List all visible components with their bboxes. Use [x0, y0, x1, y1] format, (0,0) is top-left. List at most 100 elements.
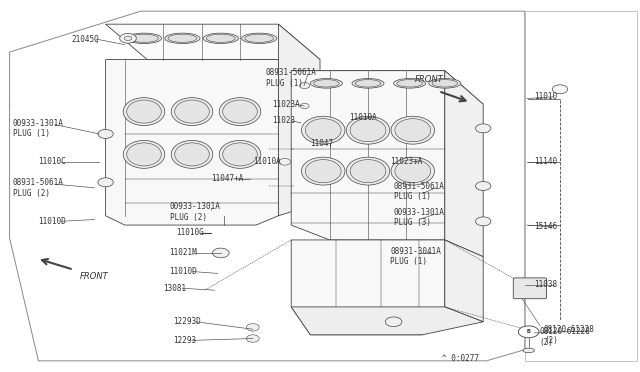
Circle shape — [385, 317, 402, 327]
Ellipse shape — [301, 116, 345, 144]
Ellipse shape — [432, 80, 458, 87]
Circle shape — [300, 83, 310, 89]
Text: 12293: 12293 — [173, 336, 196, 345]
Text: 11023+A: 11023+A — [390, 157, 423, 166]
Polygon shape — [291, 71, 445, 240]
Text: 11023: 11023 — [272, 116, 295, 125]
Ellipse shape — [391, 157, 435, 185]
Polygon shape — [445, 240, 483, 322]
Text: 15146: 15146 — [534, 222, 557, 231]
Text: B: B — [527, 329, 531, 334]
Text: 12293D: 12293D — [173, 317, 200, 326]
Ellipse shape — [127, 100, 161, 123]
Ellipse shape — [355, 80, 381, 87]
Polygon shape — [278, 24, 320, 216]
Ellipse shape — [429, 78, 461, 88]
Text: ^ 0:0277: ^ 0:0277 — [442, 354, 479, 363]
Ellipse shape — [305, 119, 341, 142]
Ellipse shape — [350, 119, 386, 142]
Text: 13081: 13081 — [163, 284, 186, 293]
Text: 11010D: 11010D — [170, 267, 197, 276]
Text: 08931-5061A
PLUG (1): 08931-5061A PLUG (1) — [266, 68, 316, 88]
Ellipse shape — [394, 78, 426, 88]
Ellipse shape — [395, 119, 431, 142]
Circle shape — [98, 178, 113, 187]
Ellipse shape — [245, 34, 274, 42]
Ellipse shape — [168, 34, 197, 42]
Ellipse shape — [223, 100, 257, 123]
Text: FRONT: FRONT — [80, 272, 109, 281]
Ellipse shape — [129, 34, 159, 42]
Ellipse shape — [305, 160, 341, 183]
Text: 08120-61228: 08120-61228 — [540, 327, 590, 336]
Text: 11010A: 11010A — [349, 113, 376, 122]
Circle shape — [518, 326, 539, 338]
Ellipse shape — [310, 78, 342, 88]
Circle shape — [246, 324, 259, 331]
Ellipse shape — [175, 143, 209, 166]
Circle shape — [476, 182, 491, 190]
Text: 00933-1301A
PLUG (3): 00933-1301A PLUG (3) — [394, 208, 444, 227]
Text: 08931-5061A
PLUG (1): 08931-5061A PLUG (1) — [394, 182, 444, 201]
Circle shape — [476, 124, 491, 133]
Text: 11010G: 11010G — [176, 228, 204, 237]
Polygon shape — [106, 60, 278, 225]
Ellipse shape — [346, 157, 390, 185]
Text: 00933-1301A
PLUG (1): 00933-1301A PLUG (1) — [13, 119, 63, 138]
Ellipse shape — [242, 33, 277, 44]
Circle shape — [279, 158, 291, 165]
Ellipse shape — [175, 100, 209, 123]
Ellipse shape — [350, 160, 386, 183]
Ellipse shape — [123, 98, 165, 126]
Ellipse shape — [523, 348, 534, 353]
Text: 11010A: 11010A — [253, 157, 280, 166]
Circle shape — [246, 335, 259, 342]
Circle shape — [212, 248, 229, 258]
Text: (2): (2) — [540, 339, 554, 347]
Text: 11140: 11140 — [534, 157, 557, 166]
Ellipse shape — [204, 33, 238, 44]
Ellipse shape — [314, 80, 339, 87]
Text: 11021M: 11021M — [170, 248, 197, 257]
Circle shape — [552, 85, 568, 94]
FancyBboxPatch shape — [513, 278, 547, 299]
Ellipse shape — [391, 116, 435, 144]
Polygon shape — [106, 24, 320, 60]
Ellipse shape — [395, 160, 431, 183]
Text: 08120-61228
(2): 08120-61228 (2) — [544, 325, 595, 344]
Polygon shape — [291, 240, 445, 335]
Text: 11010D: 11010D — [38, 217, 66, 226]
Text: 08931-3041A
PLUG (1): 08931-3041A PLUG (1) — [390, 247, 441, 266]
Text: FRONT: FRONT — [415, 75, 444, 84]
Ellipse shape — [165, 33, 200, 44]
Ellipse shape — [397, 80, 422, 87]
Ellipse shape — [206, 34, 236, 42]
Circle shape — [124, 36, 132, 41]
Text: 11010C: 11010C — [38, 157, 66, 166]
Circle shape — [476, 217, 491, 226]
Ellipse shape — [223, 143, 257, 166]
Polygon shape — [291, 71, 483, 104]
Text: 11047: 11047 — [310, 139, 333, 148]
Text: 00933-1301A
PLUG (2): 00933-1301A PLUG (2) — [170, 202, 220, 222]
Polygon shape — [291, 307, 483, 335]
Circle shape — [300, 103, 309, 109]
Ellipse shape — [301, 157, 345, 185]
Ellipse shape — [346, 116, 390, 144]
Ellipse shape — [127, 143, 161, 166]
Ellipse shape — [352, 78, 384, 88]
Text: 11010: 11010 — [534, 92, 557, 101]
Ellipse shape — [127, 33, 161, 44]
Ellipse shape — [123, 141, 165, 168]
Ellipse shape — [172, 98, 212, 126]
Circle shape — [120, 33, 136, 43]
Text: 11038: 11038 — [534, 280, 557, 289]
Circle shape — [98, 129, 113, 138]
Text: 21045Q: 21045Q — [72, 35, 99, 44]
Polygon shape — [445, 71, 483, 257]
Text: 11023A: 11023A — [272, 100, 300, 109]
Ellipse shape — [172, 141, 212, 168]
Ellipse shape — [219, 98, 261, 126]
Text: 08931-5061A
PLUG (2): 08931-5061A PLUG (2) — [13, 178, 63, 198]
Text: 11047+A: 11047+A — [211, 174, 244, 183]
